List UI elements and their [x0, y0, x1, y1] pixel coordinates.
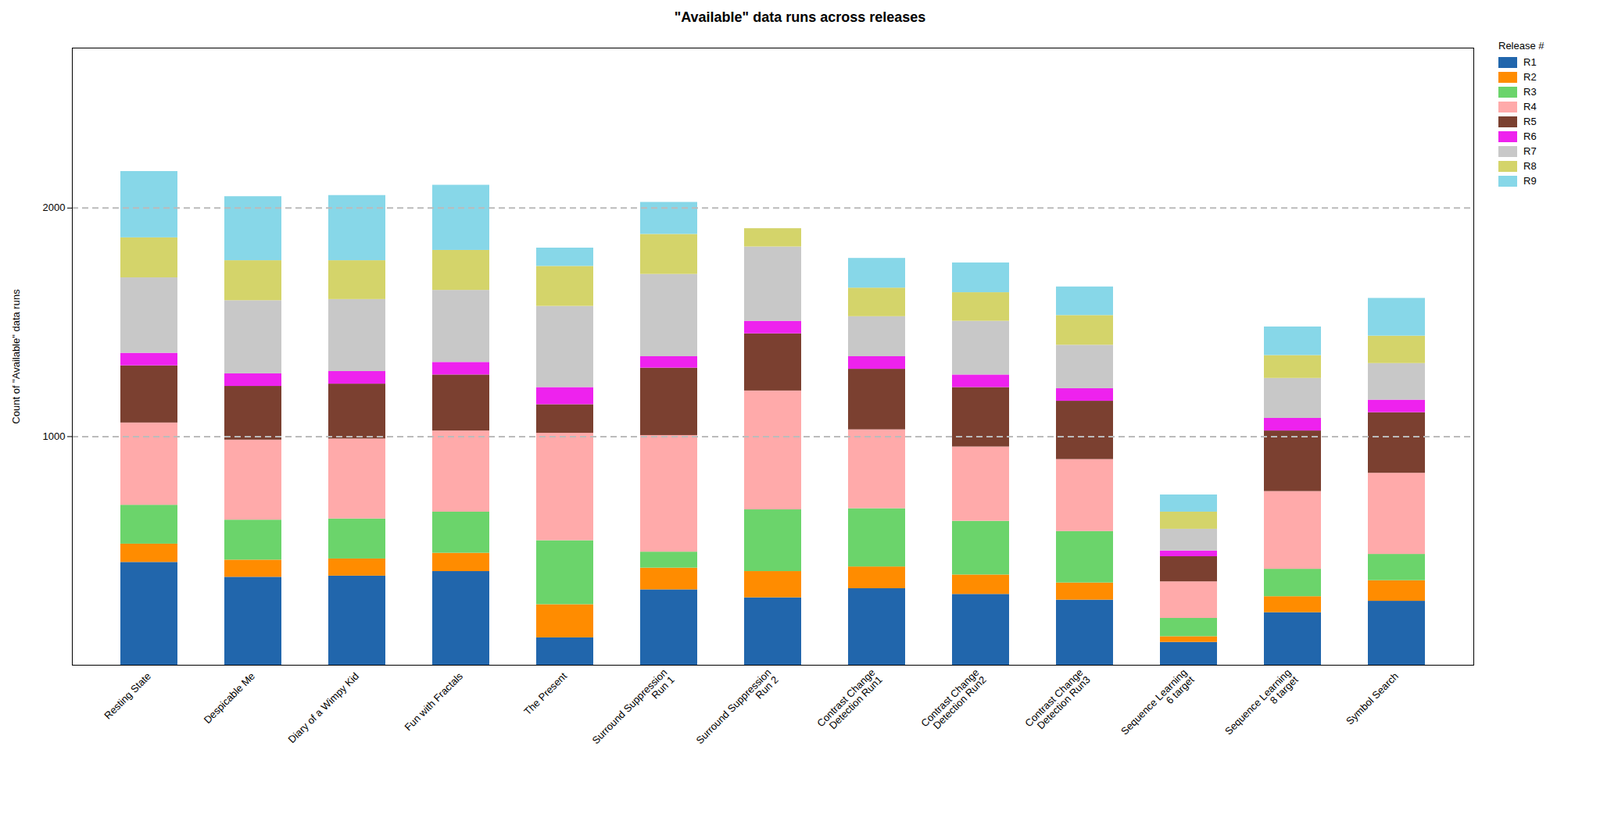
svg-text:Despicable Me: Despicable Me — [201, 670, 258, 727]
svg-text:2000: 2000 — [42, 201, 66, 214]
html-text:R9: R9 — [1523, 175, 1537, 187]
svg-text:Contrast ChangeDetection Run3: Contrast ChangeDetection Run3 — [1022, 666, 1092, 737]
html-text:R6: R6 — [1523, 130, 1537, 143]
html-text:"Available" data runs across r: "Available" data runs across releases — [674, 9, 926, 26]
html-text:R2: R2 — [1523, 71, 1537, 83]
html-text:R1: R1 — [1523, 56, 1537, 69]
svg-text:Sequence Learning6 target: Sequence Learning6 target — [1118, 666, 1197, 745]
html-text:R4: R4 — [1523, 100, 1537, 113]
svg-text:Count of "Available" data runs: Count of "Available" data runs — [10, 289, 22, 425]
html-text:R7: R7 — [1523, 145, 1537, 158]
svg-text:The Present: The Present — [521, 670, 570, 719]
html-text:R5: R5 — [1523, 115, 1537, 128]
svg-text:Symbol Search: Symbol Search — [1343, 670, 1401, 728]
svg-text:Fun with Fractals: Fun with Fractals — [401, 669, 466, 734]
svg-text:Sequence Learning8 target: Sequence Learning8 target — [1222, 666, 1301, 745]
svg-text:Surround SuppressionRun 2: Surround SuppressionRun 2 — [693, 666, 781, 754]
html-text:Release #: Release # — [1498, 39, 1545, 52]
svg-text:Contrast ChangeDetection Run1: Contrast ChangeDetection Run1 — [814, 666, 885, 737]
svg-text:1000: 1000 — [42, 430, 66, 443]
html-text:R3: R3 — [1523, 85, 1537, 98]
svg-text:Diary of a Wimpy Kid: Diary of a Wimpy Kid — [286, 670, 362, 746]
svg-text:Resting State: Resting State — [101, 670, 154, 723]
svg-text:Contrast ChangeDetection Run2: Contrast ChangeDetection Run2 — [918, 666, 988, 737]
html-text:R8: R8 — [1523, 160, 1537, 172]
svg-text:Surround SuppressionRun 1: Surround SuppressionRun 1 — [589, 666, 677, 754]
